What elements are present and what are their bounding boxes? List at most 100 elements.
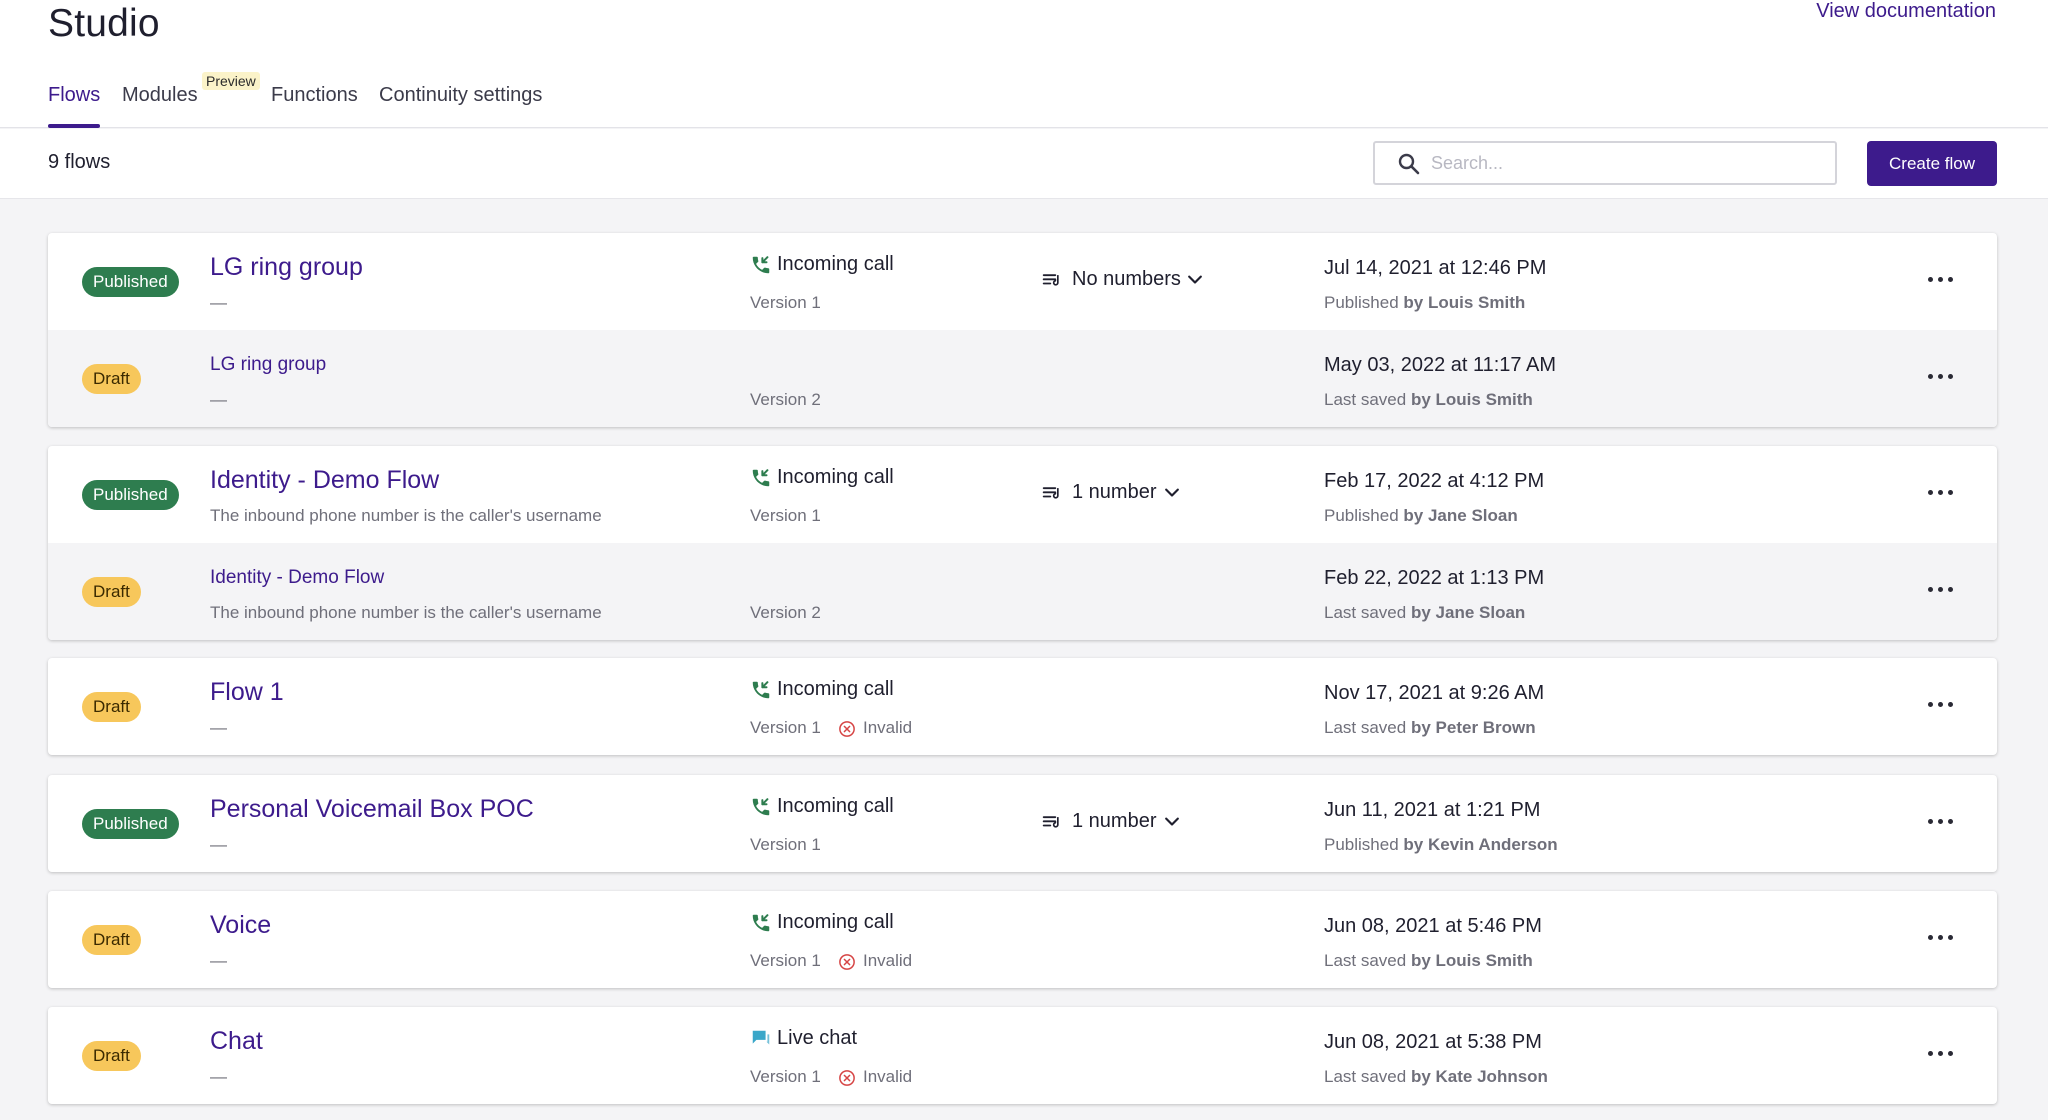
flow-card: Published LG ring group — Incoming call Vers… <box>48 233 1997 427</box>
more-options-icon[interactable] <box>1922 692 1958 716</box>
numbers-label: No numbers <box>1072 268 1181 290</box>
tab-flows[interactable]: Flows <box>48 84 101 128</box>
incoming-call-icon <box>752 256 770 274</box>
chevron-down-icon <box>1165 817 1179 826</box>
flow-row[interactable]: Draft Voice — Incoming call Version 1 Invalid… <box>48 891 1997 988</box>
numbers-label: 1 number <box>1072 481 1157 503</box>
status-badge: Published <box>82 267 179 297</box>
saved-prefix: Published <box>1324 506 1399 525</box>
more-options-icon[interactable] <box>1922 1041 1958 1065</box>
flow-card: Draft Chat — Live chat Version 1 Invalid Jun 0… <box>48 1007 1997 1104</box>
flow-name-link[interactable]: Flow 1 <box>210 678 284 706</box>
status-badge: Draft <box>82 692 141 722</box>
flow-row[interactable]: Published Identity - Demo Flow The inbound… <box>48 446 1997 543</box>
saved-prefix: Last saved <box>1324 390 1407 409</box>
preview-badge: Preview <box>202 72 260 90</box>
flow-row[interactable]: Draft Identity - Demo Flow The inbound pho… <box>48 543 1997 640</box>
search-input[interactable] <box>1431 149 1821 177</box>
page-title: Studio <box>48 2 160 45</box>
saved-author: by Jane Sloan <box>1410 603 1526 622</box>
trigger-label: Incoming call <box>777 253 894 275</box>
flow-description: The inbound phone number is the caller's… <box>210 603 602 622</box>
more-options-icon[interactable] <box>1922 480 1958 504</box>
flow-name-link[interactable]: Identity - Demo Flow <box>210 567 385 588</box>
numbers-list-icon <box>1042 274 1059 286</box>
invalid-icon <box>839 954 855 970</box>
saved-author: by Peter Brown <box>1410 718 1536 737</box>
search-box[interactable] <box>1373 141 1837 185</box>
saved-author: by Louis Smith <box>1410 951 1533 970</box>
flow-name-link[interactable]: LG ring group <box>210 354 327 375</box>
page-header: Studio View documentation Flows Modules … <box>0 0 2048 128</box>
timestamp: Feb 22, 2022 at 1:13 PM <box>1324 567 1545 589</box>
flow-name-link[interactable]: Personal Voicemail Box POC <box>210 795 534 823</box>
flow-name-link[interactable]: Voice <box>210 911 272 939</box>
flow-row[interactable]: Draft Chat — Live chat Version 1 Invalid Jun 0… <box>48 1007 1997 1104</box>
more-options-icon[interactable] <box>1922 267 1958 291</box>
status-badge: Draft <box>82 364 141 394</box>
flow-row[interactable]: Draft LG ring group — Version 2 May 03, 2022… <box>48 330 1997 427</box>
invalid-icon <box>839 721 855 737</box>
incoming-call-icon <box>752 798 770 816</box>
saved-prefix: Last saved <box>1324 951 1407 970</box>
version-label: Version 1 <box>750 951 821 970</box>
saved-by: Published by Louis Smith <box>1324 293 1525 313</box>
tab-modules[interactable]: Modules <box>122 84 198 106</box>
more-options-icon[interactable] <box>1922 577 1958 601</box>
flow-card: Draft Flow 1 — Incoming call Version 1 Invali… <box>48 658 1997 755</box>
tab-continuity-settings[interactable]: Continuity settings <box>379 84 543 106</box>
flow-name-link[interactable]: LG ring group <box>210 253 363 281</box>
flow-card: Published Identity - Demo Flow The inbound… <box>48 446 1997 640</box>
flow-description: — <box>210 951 227 970</box>
incoming-call-icon <box>752 469 770 487</box>
status-badge: Draft <box>82 1041 141 1071</box>
timestamp: May 03, 2022 at 11:17 AM <box>1324 354 1557 376</box>
chevron-down-icon <box>1188 275 1202 284</box>
status-badge: Draft <box>82 577 141 607</box>
saved-author: by Louis Smith <box>1410 390 1533 409</box>
flow-name-link[interactable]: Chat <box>210 1027 263 1055</box>
invalid-label: Invalid <box>863 1067 913 1086</box>
more-options-icon[interactable] <box>1922 925 1958 949</box>
saved-prefix: Last saved <box>1324 718 1407 737</box>
chevron-down-icon <box>1165 488 1179 497</box>
incoming-call-icon <box>752 914 770 932</box>
flow-card: Draft Voice — Incoming call Version 1 Invalid… <box>48 891 1997 988</box>
view-documentation-link[interactable]: View documentation <box>1816 0 1996 22</box>
flow-description: — <box>210 1067 227 1086</box>
more-options-icon[interactable] <box>1922 809 1958 833</box>
create-flow-button[interactable]: Create flow <box>1867 141 1997 186</box>
saved-by: Last saved by Peter Brown <box>1324 718 1536 738</box>
version-label: Version 1 <box>750 718 821 737</box>
saved-by: Last saved by Kate Johnson <box>1324 1067 1548 1087</box>
version-label: Version 1 <box>750 835 821 854</box>
more-options-icon[interactable] <box>1922 364 1958 388</box>
toolbar: 9 flows Create flow <box>0 129 2048 199</box>
trigger-label: Incoming call <box>777 795 894 817</box>
flow-description: — <box>210 293 227 312</box>
flow-description: — <box>210 718 227 737</box>
flow-card: Published Personal Voicemail Box POC — Inco… <box>48 775 1997 872</box>
trigger-label: Live chat <box>777 1027 858 1049</box>
saved-prefix: Published <box>1324 835 1399 854</box>
saved-author: by Kevin Anderson <box>1403 835 1558 854</box>
flow-row[interactable]: Published LG ring group — Incoming call Vers… <box>48 233 1997 330</box>
status-badge: Draft <box>82 925 141 955</box>
numbers-list-icon <box>1042 487 1059 499</box>
version-label: Version 1 <box>750 1067 821 1086</box>
flow-description: — <box>210 835 227 854</box>
flow-name-link[interactable]: Identity - Demo Flow <box>210 466 440 494</box>
tab-functions[interactable]: Functions <box>271 84 358 106</box>
version-label: Version 1 <box>750 293 821 312</box>
search-icon <box>1398 153 1420 175</box>
incoming-call-icon <box>752 681 770 699</box>
numbers-list-icon <box>1042 816 1059 828</box>
flow-row[interactable]: Draft Flow 1 — Incoming call Version 1 Invali… <box>48 658 1997 755</box>
saved-prefix: Published <box>1324 293 1399 312</box>
saved-author: by Kate Johnson <box>1410 1067 1548 1086</box>
numbers-label: 1 number <box>1072 810 1157 832</box>
live-chat-icon <box>752 1030 770 1045</box>
invalid-label: Invalid <box>863 718 913 737</box>
flow-row[interactable]: Published Personal Voicemail Box POC — Inco… <box>48 775 1997 872</box>
status-badge: Published <box>82 480 179 510</box>
